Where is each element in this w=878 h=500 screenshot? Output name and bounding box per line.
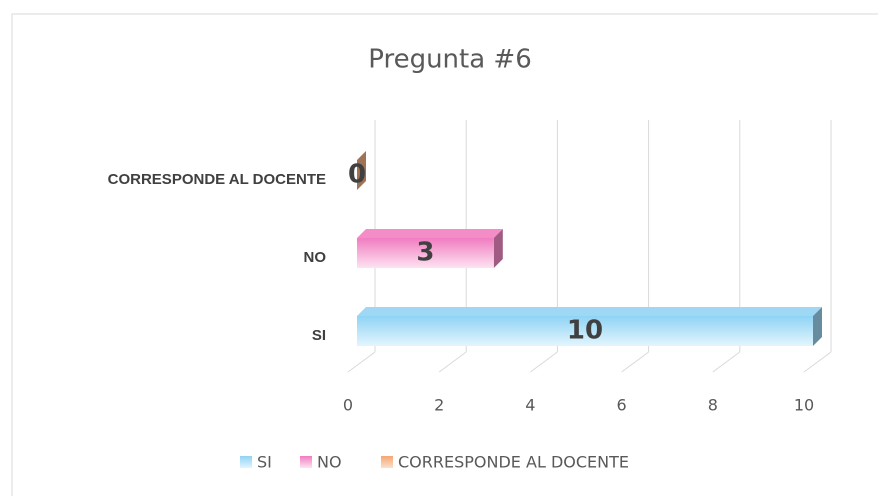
category-label: NO	[304, 249, 327, 266]
x-tick-label: 4	[525, 396, 535, 415]
grid-line	[530, 351, 558, 373]
grid-line	[803, 351, 832, 373]
bar-side	[493, 229, 503, 268]
bar	[357, 238, 494, 268]
x-tick-label: 6	[617, 396, 627, 415]
legend-label: NO	[317, 453, 342, 472]
value-label: 10	[567, 316, 603, 346]
x-tick-label: 8	[708, 396, 718, 415]
chart-title: Pregunta #6	[368, 45, 532, 75]
legend-label: CORRESPONDE AL DOCENTE	[398, 453, 629, 472]
x-tick-label: 0	[343, 396, 353, 415]
legend-swatch	[381, 456, 393, 468]
legend-swatch	[240, 456, 252, 468]
x-tick-label: 10	[794, 396, 814, 415]
value-label: 0	[348, 160, 366, 190]
grid-line	[712, 351, 741, 373]
grid-line	[438, 351, 467, 373]
legend-label: SI	[257, 453, 272, 472]
bar-side	[813, 307, 822, 346]
bar-side	[357, 151, 366, 190]
bar	[357, 316, 813, 346]
grid-line	[347, 351, 376, 373]
category-label: CORRESPONDE AL DOCENTE	[108, 171, 326, 188]
value-label: 3	[416, 238, 434, 268]
x-tick-label: 2	[434, 396, 444, 415]
legend-swatch	[300, 456, 312, 468]
bar-top	[357, 229, 503, 238]
category-label: SI	[312, 327, 326, 344]
bar-top	[357, 307, 822, 316]
grid-line	[621, 351, 649, 373]
